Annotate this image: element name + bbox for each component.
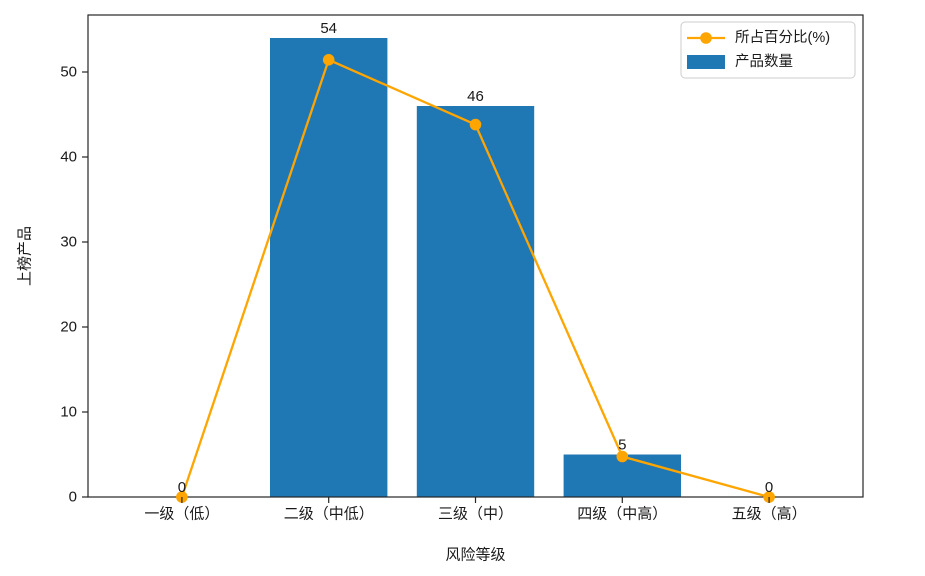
legend-label: 产品数量 bbox=[735, 53, 793, 70]
bar bbox=[416, 106, 535, 497]
y-tick-label: 20 bbox=[60, 319, 77, 336]
legend-marker-sample bbox=[700, 32, 712, 44]
x-tick-label: 四级（中高） bbox=[577, 506, 667, 523]
bar bbox=[270, 38, 388, 497]
y-tick-label: 50 bbox=[60, 64, 77, 81]
y-tick-label: 40 bbox=[60, 149, 77, 166]
bar-value-label: 0 bbox=[765, 479, 773, 496]
legend: 所占百分比(%) 产品数量 bbox=[680, 21, 856, 79]
bar-value-label: 46 bbox=[467, 88, 484, 105]
percentage-marker bbox=[322, 54, 335, 66]
x-axis-label: 风险等级 bbox=[445, 546, 505, 564]
percentage-marker bbox=[469, 118, 482, 131]
bar-value-label: 54 bbox=[320, 20, 337, 37]
bar-value-label: 5 bbox=[618, 437, 626, 454]
y-tick-label: 0 bbox=[69, 489, 77, 506]
percentage-marker bbox=[616, 450, 629, 463]
legend-label: 所占百分比(%) bbox=[735, 29, 830, 46]
legend-patch-sample bbox=[687, 55, 725, 69]
y-axis-label: 上榜产品 bbox=[17, 226, 34, 286]
bar-value-label: 0 bbox=[178, 479, 186, 496]
y-tick-label: 30 bbox=[60, 234, 77, 251]
x-tick-label: 二级（中低） bbox=[284, 506, 374, 523]
x-tick-label: 一级（低） bbox=[144, 506, 219, 523]
y-tick-label: 10 bbox=[60, 404, 77, 421]
x-tick-label: 五级（高） bbox=[732, 506, 807, 523]
x-tick-label: 三级（中） bbox=[438, 506, 513, 523]
